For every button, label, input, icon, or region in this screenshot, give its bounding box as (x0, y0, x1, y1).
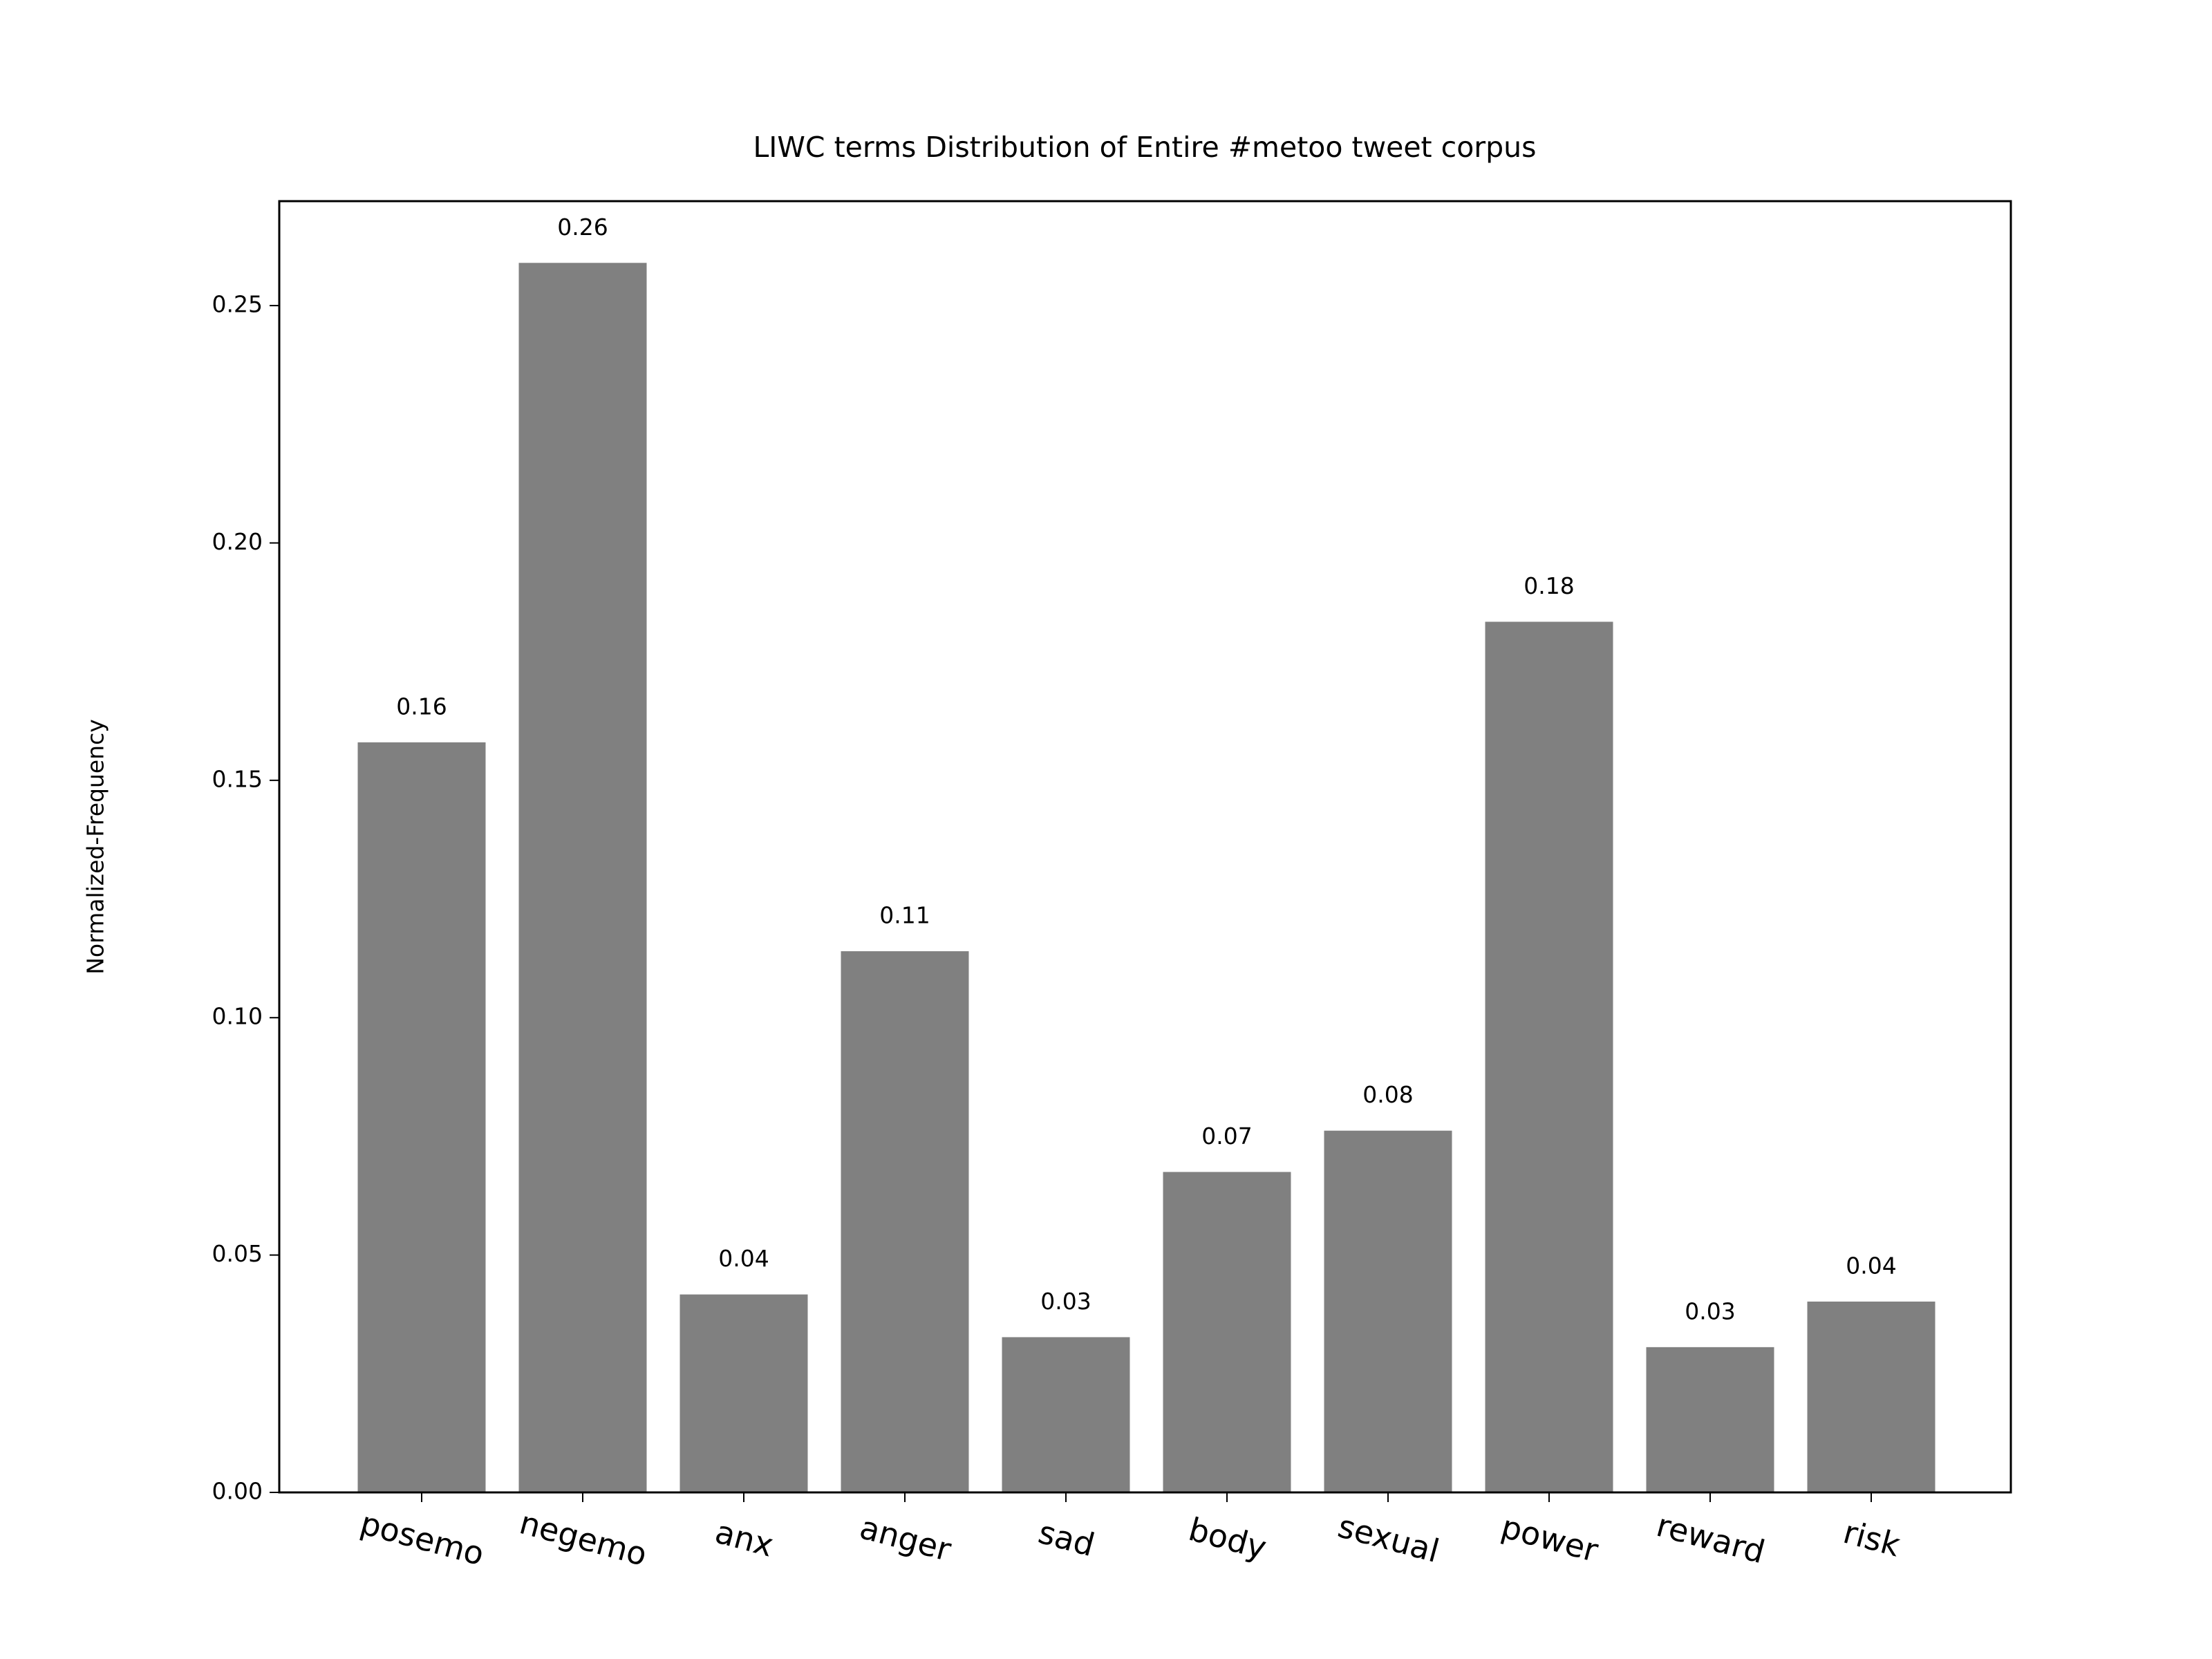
x-tick-label: risk (1839, 1513, 1904, 1564)
x-tick-label: negemo (516, 1503, 650, 1573)
x-tick-label: body (1185, 1510, 1271, 1567)
bar (1324, 1130, 1452, 1492)
y-tick-label: 0.00 (212, 1478, 263, 1505)
x-tick-label: anx (711, 1513, 778, 1564)
y-tick-label: 0.25 (212, 291, 263, 318)
bar (1163, 1172, 1291, 1492)
bar (1002, 1337, 1130, 1492)
bar (841, 951, 969, 1492)
bar (1807, 1301, 1936, 1492)
value-label: 0.26 (557, 214, 608, 241)
x-tick-label: sad (1035, 1513, 1099, 1564)
value-label: 0.18 (1524, 572, 1574, 599)
value-label: 0.07 (1201, 1123, 1252, 1150)
bar (357, 742, 486, 1492)
plot-frame (278, 200, 2012, 1494)
value-label: 0.04 (718, 1245, 769, 1272)
value-label: 0.03 (1685, 1297, 1735, 1324)
y-axis-label: Normalized-Frequency (82, 719, 109, 975)
y-tick-label: 0.05 (212, 1240, 263, 1267)
x-tick-label: anger (856, 1508, 955, 1568)
bar (518, 263, 647, 1492)
y-tick-label: 0.10 (212, 1003, 263, 1030)
value-label: 0.11 (879, 902, 930, 929)
x-tick-label: reward (1653, 1506, 1769, 1571)
bar (679, 1294, 808, 1492)
value-label: 0.03 (1040, 1288, 1091, 1315)
x-tick-label: sexual (1334, 1507, 1443, 1570)
chart-title: LIWC terms Distribution of Entire #metoo… (753, 131, 1536, 164)
value-label: 0.08 (1362, 1081, 1413, 1108)
bar (1646, 1347, 1774, 1492)
x-tick-label: power (1497, 1508, 1602, 1569)
x-tick-label: posemo (357, 1504, 488, 1573)
value-label: 0.04 (1846, 1252, 1896, 1279)
y-tick-label: 0.15 (212, 765, 263, 792)
y-tick-label: 0.20 (212, 528, 263, 555)
bar (1485, 621, 1613, 1492)
value-label: 0.16 (396, 693, 447, 720)
